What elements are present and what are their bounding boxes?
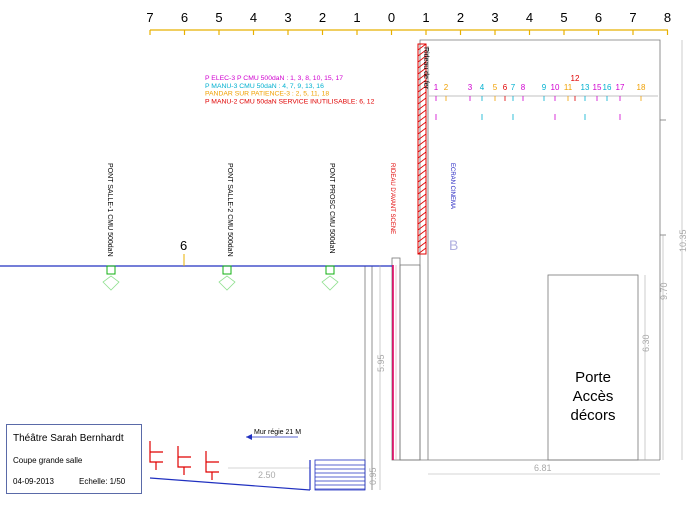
bar-number: 18 bbox=[637, 83, 646, 92]
dim-630: 6.30 bbox=[641, 334, 651, 352]
stairs bbox=[314, 459, 366, 491]
legend-line: P ELEC-3 P CMU 500daN : 1, 3, 8, 10, 15,… bbox=[205, 75, 343, 82]
ruler-label: 5 bbox=[215, 10, 222, 25]
legend-line: PANDAR SUR PATIENCE-3 : 2, 5, 11, 18 bbox=[205, 91, 329, 98]
building-outline bbox=[364, 39, 666, 490]
bar-number: 16 bbox=[603, 83, 612, 92]
balcony-floor bbox=[149, 477, 311, 491]
ruler-label: 4 bbox=[526, 10, 533, 25]
fire-curtain bbox=[417, 43, 427, 255]
pont-prosc-label: PONT PROSC CMU 500daN bbox=[328, 163, 335, 254]
ruler-label: 1 bbox=[353, 10, 360, 25]
dim-1035: 10.35 bbox=[678, 229, 688, 252]
mur-regie-marker: Mur régie 21 M bbox=[246, 429, 301, 440]
ruler-label: 6 bbox=[595, 10, 602, 25]
bar-number: 6 bbox=[503, 83, 508, 92]
bar-number: 3 bbox=[468, 83, 473, 92]
ruler-label: 7 bbox=[629, 10, 636, 25]
top-ruler: 7 6 5 4 3 2 1 0 1 2 3 4 5 6 7 8 bbox=[146, 10, 671, 35]
dim-250: 2.50 bbox=[258, 470, 276, 480]
pont-six-label: 6 bbox=[180, 238, 187, 253]
pont-salle-1 bbox=[102, 265, 120, 291]
legend-line: P MANU-3 CMU 50daN : 4, 7, 9, 13, 16 bbox=[205, 83, 324, 90]
ruler-label: 2 bbox=[319, 10, 326, 25]
bar-number: 15 bbox=[593, 83, 602, 92]
ruler-label: 4 bbox=[250, 10, 257, 25]
ruler-label: 7 bbox=[146, 10, 153, 25]
title-block-subtitle: Coupe grande salle bbox=[13, 456, 83, 465]
bar-number: 1 bbox=[434, 83, 439, 92]
pont-salle-1-label: PONT SALLE-1 CMU 500daN bbox=[106, 163, 113, 257]
title-block: Théâtre Sarah Bernhardt Coupe grande sal… bbox=[6, 424, 142, 494]
ruler-label: 2 bbox=[457, 10, 464, 25]
bar-number: 2 bbox=[444, 83, 449, 92]
title-block-title: Théâtre Sarah Bernhardt bbox=[13, 433, 124, 444]
ecran-symbol: B bbox=[449, 237, 458, 253]
bar-number: 12 bbox=[571, 74, 580, 83]
dim-681: 6.81 bbox=[534, 463, 552, 473]
title-block-date: 04-09-2013 bbox=[13, 477, 54, 486]
pont-prosc bbox=[321, 265, 339, 291]
mur-regie-label: Mur régie 21 M bbox=[254, 429, 301, 436]
pont-salle-2-label: PONT SALLE-2 CMU 500daN bbox=[226, 163, 233, 257]
ruler-label: 0 bbox=[388, 10, 395, 25]
dimension-lines bbox=[228, 40, 683, 490]
ruler-label: 5 bbox=[560, 10, 567, 25]
porte-acces-decors-label: Porte Accès décors bbox=[570, 369, 616, 424]
bar-number: 13 bbox=[581, 83, 590, 92]
legend: P ELEC-3 P CMU 500daN : 1, 3, 8, 10, 15,… bbox=[205, 75, 375, 105]
rideau-de-fer-label: Rideau de fer bbox=[422, 47, 429, 90]
pont-salle-2 bbox=[218, 265, 236, 291]
dim-095: 0.95 bbox=[368, 467, 378, 485]
ecran-cinema-label: ECRAN CINEMA bbox=[449, 163, 455, 209]
dim-595: 5.95 bbox=[376, 354, 386, 372]
rideau-avant-scene-label: RIDEAU D'AVANT SCENE bbox=[389, 163, 395, 234]
bar-number: 7 bbox=[511, 83, 516, 92]
ruler-label: 3 bbox=[491, 10, 498, 25]
ruler-label: 8 bbox=[664, 10, 671, 25]
bar-number: 8 bbox=[521, 83, 526, 92]
legend-line: P MANU-2 CMU 50daN SERVICE INUTILISABLE:… bbox=[205, 98, 375, 105]
ruler-label: 6 bbox=[181, 10, 188, 25]
title-block-scale: Echelle: 1/50 bbox=[79, 477, 126, 486]
ruler-label: 1 bbox=[422, 10, 429, 25]
bar-number: 11 bbox=[564, 83, 573, 92]
ruler-label: 3 bbox=[284, 10, 291, 25]
dim-970: 9.70 bbox=[659, 282, 669, 300]
bar-number: 9 bbox=[542, 83, 547, 92]
seating bbox=[149, 441, 219, 480]
bar-number: 17 bbox=[616, 83, 625, 92]
bar-number: 5 bbox=[493, 83, 498, 92]
bar-number: 4 bbox=[480, 83, 485, 92]
bar-number: 10 bbox=[551, 83, 560, 92]
